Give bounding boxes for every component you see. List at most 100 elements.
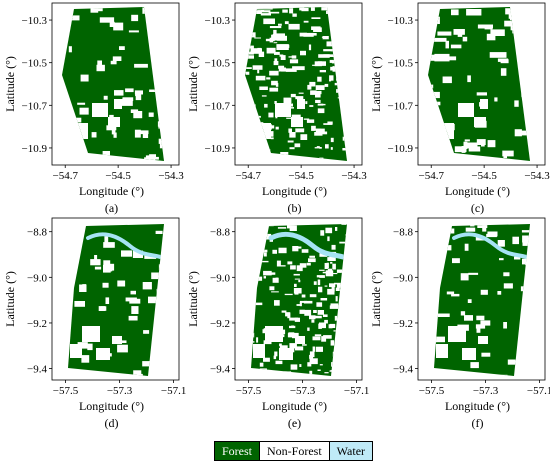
non-forest-patch (317, 369, 321, 371)
non-forest-patch (442, 76, 452, 84)
non-forest-patch (99, 17, 115, 23)
non-forest-patch (476, 92, 487, 96)
non-forest-patch (505, 8, 512, 15)
axes-frame (417, 217, 546, 381)
non-forest-patch (312, 346, 315, 352)
non-forest-patch (281, 377, 289, 379)
non-forest-patch (278, 154, 285, 160)
non-forest-patch (269, 87, 279, 92)
x-axis-label: Longitude (°) (79, 184, 144, 198)
non-forest-patch (311, 319, 315, 323)
cleared-block (76, 123, 88, 139)
non-forest-patch (259, 368, 262, 374)
non-forest-patch (319, 276, 325, 278)
non-forest-patch (237, 355, 244, 357)
non-forest-patch (166, 356, 176, 358)
non-forest-patch (341, 5, 344, 7)
non-forest-patch (340, 21, 346, 24)
y-tick-label: −10.7 (22, 100, 48, 112)
non-forest-patch (296, 156, 299, 161)
non-forest-patch (106, 125, 117, 131)
non-forest-patch (110, 60, 117, 65)
non-forest-patch (79, 144, 85, 149)
non-forest-patch (252, 10, 262, 14)
non-forest-patch (158, 264, 164, 271)
non-forest-patch (346, 283, 347, 288)
non-forest-patch (309, 255, 315, 258)
non-forest-patch (241, 335, 249, 339)
non-forest-patch (437, 31, 452, 36)
cleared-block (474, 117, 486, 127)
map-svg: −54.7 −54.5 −54.3 −10.3 −10.5 −10.7 −10.9 Longi… (369, 2, 550, 215)
non-forest-patch (330, 340, 335, 346)
non-forest-patch (238, 311, 243, 317)
non-forest-patch (352, 96, 360, 101)
legend-item-non-forest: Non-Forest (259, 442, 329, 460)
land-cover-map (428, 7, 546, 161)
x-tick-label: −54.5 (105, 170, 131, 182)
non-forest-patch (251, 341, 255, 343)
map-panel-a: −54.7 −54.5 −54.3 −10.3 −10.5 −10.7 −10.9 Longi… (0, 0, 184, 215)
non-forest-patch (256, 244, 261, 248)
non-forest-patch (278, 23, 282, 26)
y-tick-label: −8.8 (210, 227, 230, 239)
non-forest-patch (254, 302, 263, 306)
non-forest-patch (331, 285, 335, 292)
panel-label: (d) (105, 416, 119, 430)
non-forest-patch (162, 96, 164, 101)
non-forest-patch (290, 364, 298, 370)
panel-label: (b) (288, 201, 302, 215)
non-forest-patch (245, 92, 250, 97)
non-forest-patch (309, 105, 314, 107)
non-forest-patch (307, 327, 310, 331)
axes-frame (51, 217, 180, 381)
non-forest-patch (289, 225, 297, 231)
non-forest-patch (142, 282, 152, 290)
non-forest-patch (334, 67, 347, 71)
non-forest-patch (348, 95, 356, 97)
non-forest-patch (337, 87, 342, 91)
non-forest-patch (531, 56, 541, 59)
non-forest-patch (263, 252, 267, 257)
non-forest-patch (90, 259, 101, 266)
non-forest-patch (517, 130, 529, 136)
non-forest-patch (354, 53, 358, 55)
non-forest-patch (278, 67, 286, 72)
non-forest-patch (290, 220, 293, 222)
cleared-block (259, 123, 271, 139)
non-forest-patch (336, 269, 343, 273)
non-forest-patch (240, 258, 245, 262)
non-forest-patch (335, 296, 338, 302)
non-forest-patch (324, 372, 329, 374)
non-forest-patch (432, 16, 440, 24)
map-svg: −54.7 −54.5 −54.3 −10.3 −10.5 −10.7 −10.9 Longi… (186, 2, 367, 215)
non-forest-patch (512, 236, 519, 245)
cleared-block (442, 123, 454, 139)
non-forest-patch (510, 16, 517, 21)
y-tick-label: −9.0 (27, 272, 47, 284)
non-forest-patch (355, 321, 361, 323)
non-forest-patch (291, 114, 301, 120)
x-tick-label: −57.1 (161, 385, 186, 397)
non-forest-patch (336, 76, 344, 81)
non-forest-patch (480, 289, 488, 295)
cleared-block (480, 99, 488, 109)
non-forest-patch (327, 257, 336, 261)
non-forest-patch (351, 149, 357, 152)
non-forest-patch (289, 317, 299, 321)
non-forest-patch (245, 228, 248, 233)
non-forest-patch (431, 110, 435, 119)
non-forest-patch (541, 104, 546, 109)
non-forest-patch (347, 284, 355, 286)
non-forest-patch (250, 104, 256, 109)
non-forest-patch (166, 148, 175, 150)
non-forest-patch (307, 84, 312, 90)
non-forest-patch (257, 69, 260, 74)
non-forest-patch (296, 246, 302, 249)
y-axis-label: Latitude (°) (186, 56, 200, 112)
non-forest-patch (353, 236, 355, 241)
y-tick-label: −8.8 (393, 227, 413, 239)
non-forest-patch (320, 298, 328, 301)
non-forest-patch (309, 294, 317, 298)
non-forest-patch (163, 374, 164, 376)
